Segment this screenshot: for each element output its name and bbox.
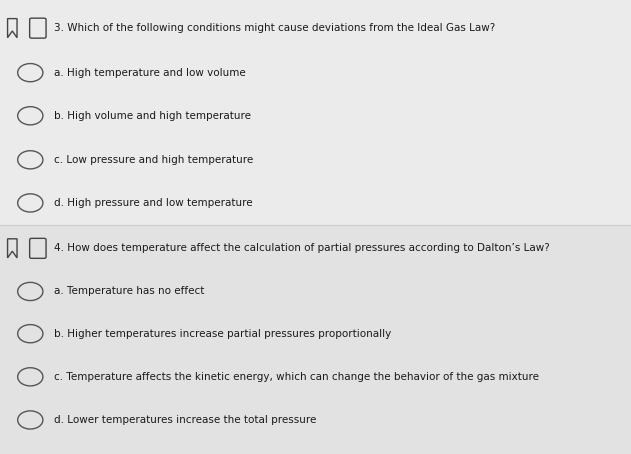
FancyBboxPatch shape	[0, 225, 631, 454]
Text: a. Temperature has no effect: a. Temperature has no effect	[54, 286, 204, 296]
Text: d. High pressure and low temperature: d. High pressure and low temperature	[54, 198, 252, 208]
Text: d. Lower temperatures increase the total pressure: d. Lower temperatures increase the total…	[54, 415, 316, 425]
Text: a. High temperature and low volume: a. High temperature and low volume	[54, 68, 245, 78]
Text: 4. How does temperature affect the calculation of partial pressures according to: 4. How does temperature affect the calcu…	[54, 243, 550, 253]
Text: 3. Which of the following conditions might cause deviations from the Ideal Gas L: 3. Which of the following conditions mig…	[54, 23, 495, 33]
Text: c. Temperature affects the kinetic energy, which can change the behavior of the : c. Temperature affects the kinetic energ…	[54, 372, 539, 382]
Text: b. High volume and high temperature: b. High volume and high temperature	[54, 111, 251, 121]
Text: c. Low pressure and high temperature: c. Low pressure and high temperature	[54, 155, 253, 165]
Text: b. Higher temperatures increase partial pressures proportionally: b. Higher temperatures increase partial …	[54, 329, 391, 339]
FancyBboxPatch shape	[0, 0, 631, 225]
